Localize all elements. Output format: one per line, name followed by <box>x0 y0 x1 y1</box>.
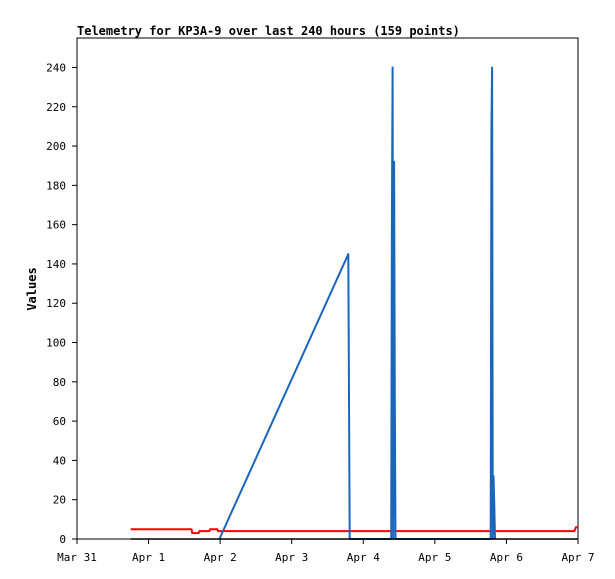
plot-frame <box>76 37 579 540</box>
x-tick-label: Apr 5 <box>418 551 451 564</box>
y-tick-label: 240 <box>46 61 66 74</box>
x-tick-label: Apr 6 <box>490 551 523 564</box>
x-tick-label: Apr 2 <box>204 551 237 564</box>
y-tick-label: 200 <box>46 140 66 153</box>
y-axis-label: Values <box>25 267 39 310</box>
y-tick-label: 100 <box>46 337 66 350</box>
x-tick-label: Apr 4 <box>347 551 380 564</box>
y-tick-label: 20 <box>53 494 66 507</box>
x-tick-label: Apr 3 <box>275 551 308 564</box>
series-line-1 <box>130 526 578 535</box>
y-tick-label: 180 <box>46 179 66 192</box>
y-tick-label: 160 <box>46 219 66 232</box>
y-tick-label: 140 <box>46 258 66 271</box>
y-tick-label: 120 <box>46 297 66 310</box>
y-tick-label: 80 <box>53 376 66 389</box>
x-tick-label: Apr 1 <box>132 551 165 564</box>
chart-title: Telemetry for KP3A-9 over last 240 hours… <box>77 24 460 38</box>
x-axis: Mar 31 Apr 1 Apr 2 Apr 3 Apr 4 Apr 5 Apr 6 Apr … <box>57 539 595 564</box>
y-tick-label: 60 <box>53 415 66 428</box>
series-line-2 <box>218 66 496 540</box>
series-layer <box>130 66 578 540</box>
x-tick-label: Mar 31 <box>57 551 97 564</box>
y-tick-label: 0 <box>59 533 66 546</box>
y-tick-label: 220 <box>46 101 66 114</box>
y-tick-label: 40 <box>53 454 66 467</box>
x-tick-label: Apr 7 <box>561 551 594 564</box>
y-axis: 0 20 40 60 80 100 120 140 160 180 200 220 240 <box>46 61 77 546</box>
